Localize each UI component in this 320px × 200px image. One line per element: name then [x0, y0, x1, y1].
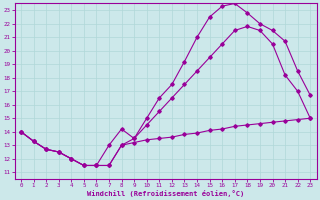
X-axis label: Windchill (Refroidissement éolien,°C): Windchill (Refroidissement éolien,°C): [87, 190, 244, 197]
